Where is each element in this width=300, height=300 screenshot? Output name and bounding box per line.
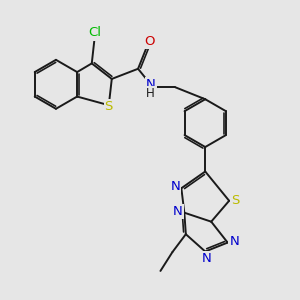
Text: N: N — [202, 252, 211, 265]
Text: N: N — [170, 180, 180, 193]
Text: Cl: Cl — [88, 26, 101, 39]
Text: N: N — [173, 205, 183, 218]
Text: S: S — [105, 100, 113, 113]
Text: N: N — [146, 78, 155, 91]
Text: N: N — [229, 236, 239, 248]
Text: S: S — [231, 194, 239, 207]
Text: O: O — [144, 35, 154, 48]
Text: H: H — [146, 87, 155, 101]
